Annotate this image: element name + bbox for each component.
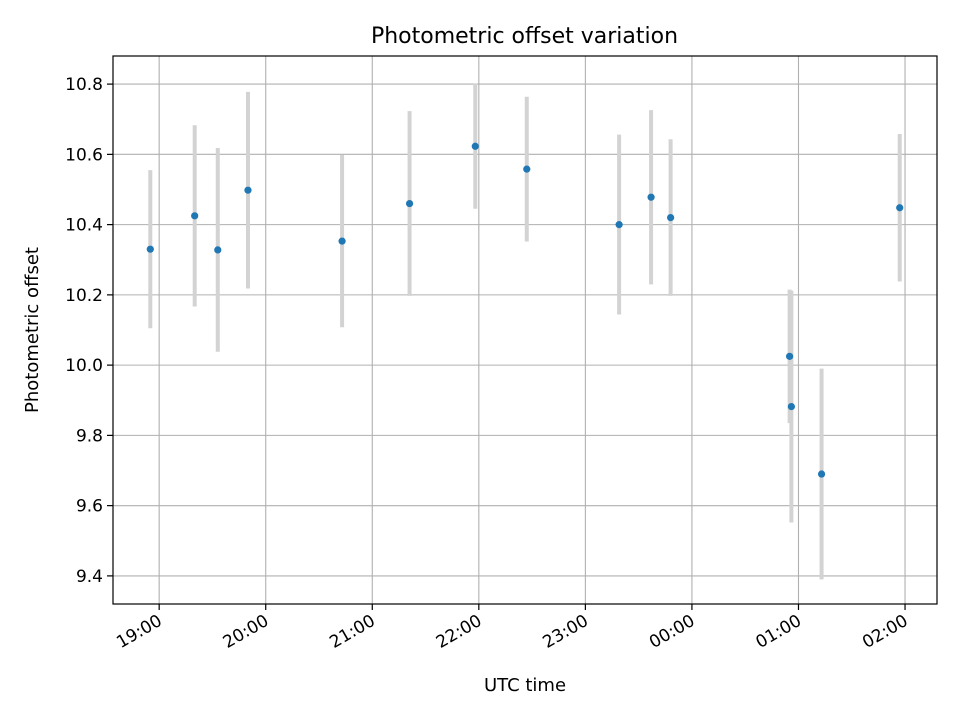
x-tick-label: 21:00: [326, 611, 378, 653]
x-tick-label: 02:00: [859, 611, 911, 653]
x-axis-label: UTC time: [484, 675, 566, 696]
y-tick-label: 10.6: [65, 145, 103, 165]
y-tick-label: 9.4: [76, 567, 103, 587]
y-tick-label: 10.4: [65, 216, 103, 236]
data-point: [786, 352, 794, 360]
data-point: [787, 402, 795, 411]
data-point: [896, 204, 904, 212]
data-point: [523, 165, 531, 173]
y-tick-label: 10.2: [65, 286, 103, 306]
chart-title: Photometric offset variation: [371, 24, 678, 49]
x-tick-label: 01:00: [753, 611, 805, 653]
y-tick-label: 10.0: [65, 356, 103, 376]
x-axis: 19:00 20:00 21:00 22:00 23:00 00:00 01:00 02:00: [113, 604, 912, 653]
data-point: [615, 221, 623, 229]
y-tick-label: 9.6: [76, 497, 103, 517]
data-point: [214, 246, 222, 254]
x-tick-label: 00:00: [646, 611, 698, 653]
data-point: [817, 470, 826, 478]
data-point: [146, 245, 154, 253]
x-tick-label: 23:00: [539, 611, 591, 653]
data-point: [191, 212, 199, 220]
y-axis-label: Photometric offset: [22, 247, 43, 413]
data-point: [667, 213, 675, 222]
data-point: [405, 199, 414, 208]
error-bars: [148, 83, 902, 580]
data-point: [244, 186, 252, 194]
data-point: [338, 237, 346, 245]
data-point: [471, 142, 479, 150]
data-points: [146, 142, 904, 478]
x-tick-label: 20:00: [220, 611, 272, 653]
y-tick-label: 9.8: [76, 426, 103, 446]
y-axis: 9.4 9.6 9.8 10.0 10.2 10.4 10.6 10.8: [65, 75, 113, 587]
x-tick-label: 19:00: [113, 611, 165, 653]
data-point: [647, 193, 655, 201]
x-tick-label: 22:00: [433, 611, 485, 653]
y-tick-label: 10.8: [65, 75, 103, 95]
plot-frame: [112, 55, 938, 605]
